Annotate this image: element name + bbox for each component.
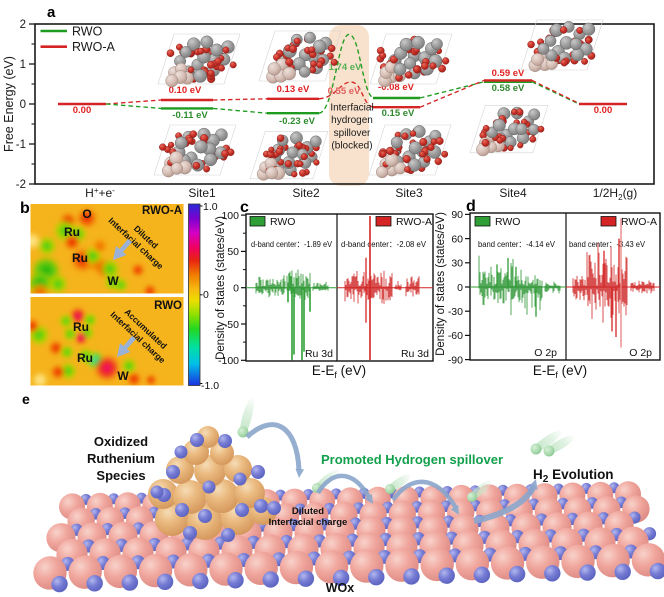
svg-text:hydrogen: hydrogen (331, 115, 373, 126)
svg-text:-1: -1 (16, 139, 26, 151)
svg-text:0: 0 (233, 283, 239, 295)
svg-text:-50: -50 (224, 319, 239, 331)
svg-text:50: 50 (227, 246, 239, 258)
svg-text:-100: -100 (218, 355, 239, 367)
svg-text:0.00: 0.00 (594, 105, 613, 116)
svg-text:-60: -60 (448, 330, 463, 342)
svg-text:-2: -2 (16, 179, 26, 191)
svg-text:RWO: RWO (495, 216, 520, 228)
svg-text:a: a (47, 4, 56, 21)
svg-text:0: 0 (20, 99, 26, 111)
svg-text:Diluted: Diluted (292, 506, 324, 517)
svg-text:Interfacial charge: Interfacial charge (269, 517, 348, 528)
svg-text:Ru: Ru (77, 351, 93, 365)
svg-text:30: 30 (451, 258, 463, 270)
svg-text:Site2: Site2 (292, 186, 320, 200)
svg-text:(blocked): (blocked) (331, 141, 372, 152)
svg-text:E-Ef (eV): E-Ef (eV) (312, 363, 366, 380)
svg-text:b: b (20, 200, 30, 217)
svg-text:W: W (107, 274, 119, 288)
svg-text:-0.11 eV: -0.11 eV (172, 110, 208, 121)
svg-text:Promoted Hydrogen spillover: Promoted Hydrogen spillover (321, 452, 503, 467)
svg-text:0.10 eV: 0.10 eV (169, 85, 202, 96)
svg-text:0: 0 (457, 282, 463, 294)
svg-text:d-band center：-1.89 eV: d-band center：-1.89 eV (251, 240, 333, 249)
svg-text:1.0: 1.0 (203, 201, 218, 213)
svg-text:RWO: RWO (270, 216, 295, 228)
svg-text:Ru 3d: Ru 3d (305, 348, 333, 360)
svg-text:90: 90 (451, 209, 463, 221)
svg-text:-0.23 eV: -0.23 eV (279, 116, 316, 127)
svg-text:0.59 eV: 0.59 eV (492, 68, 525, 79)
svg-text:Density of states (states/eV): Density of states (states/eV) (435, 212, 447, 356)
svg-text:-30: -30 (448, 306, 463, 318)
svg-text:0: 0 (203, 289, 209, 301)
svg-text:Ru: Ru (64, 225, 80, 239)
svg-text:1: 1 (20, 59, 26, 71)
svg-text:Site4: Site4 (499, 186, 527, 200)
svg-text:O 2p: O 2p (629, 347, 652, 359)
svg-text:Site1: Site1 (188, 186, 216, 200)
svg-text:e: e (22, 391, 30, 407)
svg-text:d: d (466, 198, 476, 215)
svg-text:RWO-A: RWO-A (142, 205, 182, 217)
svg-text:RWO-A: RWO-A (621, 216, 657, 228)
svg-text:1.74 eV: 1.74 eV (329, 62, 362, 73)
svg-text:0.00: 0.00 (73, 105, 92, 116)
svg-text:Ru: Ru (72, 251, 88, 265)
svg-text:-0.08 eV: -0.08 eV (378, 82, 415, 93)
svg-text:60: 60 (451, 233, 463, 245)
svg-text:Ru 3d: Ru 3d (401, 348, 429, 360)
svg-text:0.13 eV: 0.13 eV (277, 84, 310, 95)
svg-text:d-band center：-2.08 eV: d-band center：-2.08 eV (341, 240, 427, 249)
svg-text:-1.0: -1.0 (201, 380, 219, 392)
svg-text:band center：-3.43 eV: band center：-3.43 eV (569, 240, 646, 249)
svg-text:Ruthenium: Ruthenium (87, 451, 155, 466)
svg-text:O 2p: O 2p (534, 347, 557, 359)
svg-text:RWO-A: RWO-A (72, 40, 115, 54)
svg-text:100: 100 (221, 210, 239, 222)
svg-text:O: O (82, 207, 91, 221)
svg-text:Free Energy (eV): Free Energy (eV) (2, 56, 16, 152)
svg-text:W: W (117, 369, 129, 383)
svg-text:0.15 eV: 0.15 eV (382, 108, 415, 119)
svg-text:spillover: spillover (334, 128, 371, 139)
svg-text:E-Ef (eV): E-Ef (eV) (533, 363, 587, 380)
svg-text:2: 2 (20, 19, 26, 31)
svg-text:WOx: WOx (326, 581, 355, 595)
svg-text:H++e-: H++e- (85, 186, 115, 200)
svg-text:RWO: RWO (72, 25, 103, 39)
svg-text:0.55 eV: 0.55 eV (328, 86, 361, 97)
svg-text:RWO: RWO (154, 300, 182, 312)
svg-text:c: c (240, 199, 249, 216)
svg-text:band center：-4.14 eV: band center：-4.14 eV (478, 240, 556, 249)
svg-text:H2 Evolution: H2 Evolution (533, 467, 614, 485)
svg-text:Interfacial: Interfacial (330, 103, 373, 114)
svg-text:Site3: Site3 (395, 186, 423, 200)
svg-text:Oxidized: Oxidized (94, 434, 148, 449)
svg-text:-90: -90 (448, 354, 463, 366)
svg-text:1/2H2(g): 1/2H2(g) (593, 186, 637, 202)
svg-text:RWO-A: RWO-A (396, 216, 432, 228)
svg-text:Density of states (states/eV): Density of states (states/eV) (215, 216, 227, 360)
svg-text:Ru: Ru (73, 320, 89, 334)
svg-text:0.58 eV: 0.58 eV (492, 83, 525, 94)
svg-text:Species: Species (96, 468, 145, 483)
